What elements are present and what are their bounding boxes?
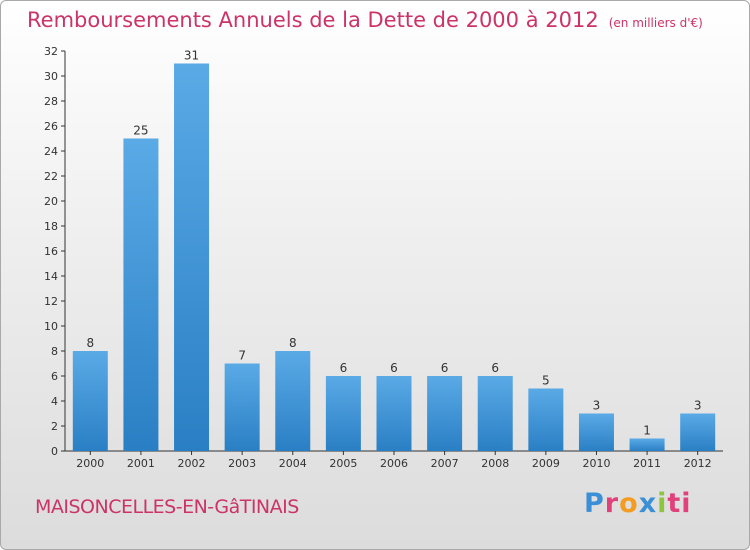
bar-2000 (72, 351, 108, 451)
y-tick-label: 24 (44, 145, 58, 158)
data-label: 6 (441, 361, 449, 375)
bar-2003 (224, 363, 260, 451)
logo-letter: o (619, 488, 639, 519)
x-tick-label: 2002 (178, 457, 206, 470)
bar-2009 (528, 388, 564, 451)
data-label: 8 (289, 336, 297, 350)
data-label: 1 (643, 424, 651, 438)
y-tick-label: 6 (51, 370, 58, 383)
data-label: 8 (86, 336, 94, 350)
bar-2004 (275, 351, 311, 451)
bar-2006 (376, 376, 412, 451)
y-tick-label: 2 (51, 420, 58, 433)
data-label: 31 (184, 49, 199, 63)
x-tick-label: 2009 (532, 457, 560, 470)
x-tick-label: 2004 (279, 457, 307, 470)
x-tick-label: 2000 (76, 457, 104, 470)
y-tick-label: 20 (44, 195, 58, 208)
y-tick-label: 12 (44, 295, 58, 308)
commune-name: MAISONCELLES-EN-GâTINAIS (35, 496, 299, 518)
data-label: 5 (542, 374, 550, 388)
bar-2011 (629, 438, 665, 451)
data-label: 6 (390, 361, 398, 375)
proxiti-logo: Proxiti (584, 488, 692, 519)
data-label: 7 (238, 349, 246, 363)
x-tick-label: 2005 (329, 457, 357, 470)
logo-letter: P (584, 488, 605, 519)
bar-2007 (427, 376, 463, 451)
bar-2002 (174, 63, 210, 451)
y-tick-label: 16 (44, 245, 58, 258)
x-tick-label: 2006 (380, 457, 408, 470)
x-tick-label: 2001 (127, 457, 155, 470)
x-tick-label: 2008 (481, 457, 509, 470)
data-label: 6 (340, 361, 348, 375)
data-label: 6 (491, 361, 499, 375)
y-tick-label: 18 (44, 220, 58, 233)
logo-letter: i (657, 488, 668, 519)
y-tick-label: 22 (44, 170, 58, 183)
data-label: 3 (593, 399, 601, 413)
y-tick-label: 4 (51, 395, 58, 408)
bar-2010 (578, 413, 614, 451)
labels: 0246810121416182022242628303220008200125… (44, 45, 712, 470)
x-tick-label: 2011 (633, 457, 661, 470)
chart-title: Remboursements Annuels de la Dette de 20… (27, 8, 703, 32)
y-tick-label: 10 (44, 320, 58, 333)
logo-letter: r (604, 488, 620, 519)
bar-2008 (477, 376, 513, 451)
y-tick-label: 30 (44, 70, 58, 83)
x-tick-label: 2007 (431, 457, 459, 470)
bar-2012 (680, 413, 716, 451)
logo-letter: x (638, 488, 658, 519)
y-tick-label: 32 (44, 45, 58, 58)
chart-subtitle: (en milliers d'€) (608, 16, 703, 30)
bars (72, 63, 716, 451)
bar-2001 (123, 138, 159, 451)
y-tick-label: 28 (44, 95, 58, 108)
data-label: 3 (694, 399, 702, 413)
x-tick-label: 2012 (684, 457, 712, 470)
y-tick-label: 0 (51, 445, 58, 458)
data-label: 25 (133, 124, 148, 138)
chart-title-text: Remboursements Annuels de la Dette de 20… (27, 8, 599, 32)
bar-2005 (325, 376, 361, 451)
x-tick-label: 2010 (582, 457, 610, 470)
y-tick-label: 8 (51, 345, 58, 358)
y-tick-label: 26 (44, 120, 58, 133)
logo-letter: ti (667, 488, 692, 519)
x-tick-label: 2003 (228, 457, 256, 470)
y-tick-label: 14 (44, 270, 58, 283)
